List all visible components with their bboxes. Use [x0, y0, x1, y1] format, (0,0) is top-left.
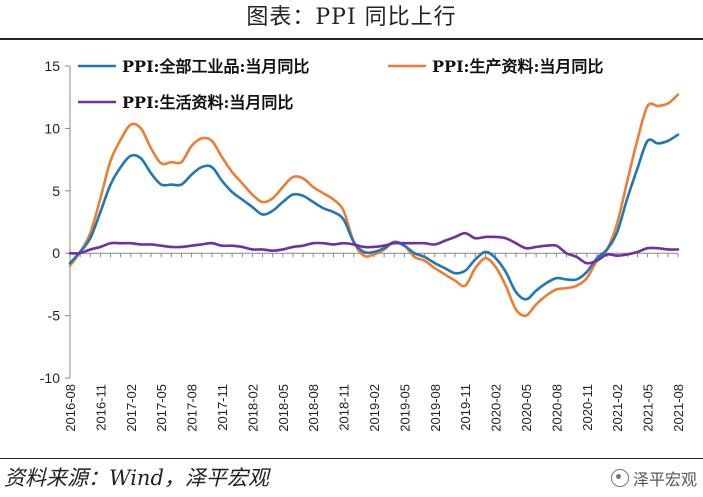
- footer-rule: [0, 458, 703, 459]
- x-tick-label: 2018-08: [306, 384, 321, 432]
- y-tick-label: -5: [48, 308, 61, 324]
- wechat-icon: [610, 469, 629, 487]
- legend-label: PPI:生活资料:当月同比: [122, 93, 293, 112]
- legend-item-1: PPI:全部工业品:当月同比: [78, 57, 309, 76]
- x-tick-label: 2021-02: [610, 384, 625, 432]
- y-tick-label: 15: [44, 58, 60, 74]
- x-tick-label: 2016-11: [93, 384, 108, 431]
- x-tick-label: 2019-02: [367, 384, 382, 432]
- x-tick-label: 2021-05: [641, 384, 656, 432]
- legend-item-3: PPI:生活资料:当月同比: [78, 93, 293, 112]
- x-tick-label: 2017-08: [185, 384, 200, 432]
- x-tick-label: 2019-05: [397, 384, 412, 432]
- title-rule: [0, 38, 703, 40]
- x-tick-label: 2018-05: [276, 384, 291, 432]
- y-tick-label: -10: [40, 370, 60, 386]
- series-line-1: [68, 133, 680, 301]
- x-tick-label: 2017-11: [215, 384, 230, 431]
- x-tick-label: 2018-02: [245, 384, 260, 432]
- axes: -10 -5 0 5 10 15 2016-08 2016-11 2017-02 2017-05 2…: [40, 58, 686, 432]
- x-tick-label: 2020-08: [549, 384, 564, 432]
- x-tick-label: 2017-05: [154, 384, 169, 432]
- x-tick-label: 2021-08: [671, 384, 686, 432]
- x-tick-label: 2019-08: [428, 384, 443, 432]
- x-tick-label: 2020-02: [489, 384, 504, 432]
- y-tick-label: 10: [44, 120, 60, 136]
- legend-label: PPI:生产资料:当月同比: [432, 57, 603, 76]
- watermark: 泽平宏观: [610, 466, 697, 490]
- y-tick-label: 5: [52, 183, 60, 199]
- watermark-label: 泽平宏观: [632, 470, 697, 489]
- series-line-3: [68, 231, 680, 265]
- x-tick-label: 2018-11: [337, 384, 352, 431]
- series-lines: [68, 93, 680, 318]
- y-tick-label: 0: [52, 245, 60, 261]
- x-tick-label: 2017-02: [124, 384, 139, 432]
- figure-title: 图表：PPI 同比上行: [246, 5, 457, 30]
- x-tick-label: 2020-11: [580, 384, 595, 431]
- legend-label: PPI:全部工业品:当月同比: [122, 57, 309, 76]
- x-tick-label: 2020-05: [519, 384, 534, 432]
- legend: PPI:全部工业品:当月同比 PPI:生产资料:当月同比 PPI:生活资料:当月同比: [78, 57, 603, 112]
- source-note: 资料来源：Wind，泽平宏观: [4, 466, 269, 490]
- line-chart: -10 -5 0 5 10 15 2016-08 2016-11 2017-02 2017-05 2…: [40, 57, 686, 432]
- series-line-2: [68, 93, 680, 318]
- legend-item-2: PPI:生产资料:当月同比: [388, 57, 603, 76]
- x-tick-label: 2016-08: [63, 384, 78, 432]
- x-tick-label: 2019-11: [458, 384, 473, 431]
